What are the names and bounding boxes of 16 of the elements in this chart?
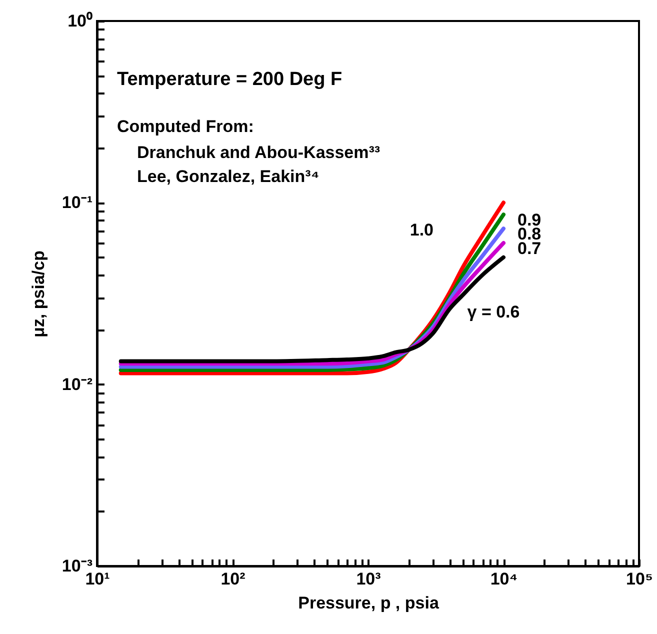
- series-label: 0.7: [518, 238, 542, 258]
- annotation: Dranchuk and Abou-Kassem³³: [137, 143, 380, 162]
- text: 1.0: [410, 220, 434, 240]
- y-tick-label: 10⁻¹: [62, 193, 93, 212]
- y-tick-label: 10⁰: [68, 12, 92, 30]
- x-axis-title: Pressure, p , psia: [298, 594, 440, 612]
- y-tick-label: 10⁻²: [62, 374, 93, 394]
- x-tick-label: 10⁴: [490, 570, 518, 588]
- annotation: Lee, Gonzalez, Eakin³⁴: [137, 167, 320, 186]
- y-axis-title: μz, psia/cp: [28, 250, 48, 338]
- annotation: Temperature = 200 Deg F: [117, 69, 342, 90]
- x-tick-label: 10²: [220, 570, 246, 588]
- x-tick-label: 10³: [356, 570, 382, 588]
- series-label: γ = 0.6: [467, 302, 520, 322]
- x-tick-label: 10⁵: [626, 570, 653, 588]
- annotation: Computed From:: [117, 117, 254, 136]
